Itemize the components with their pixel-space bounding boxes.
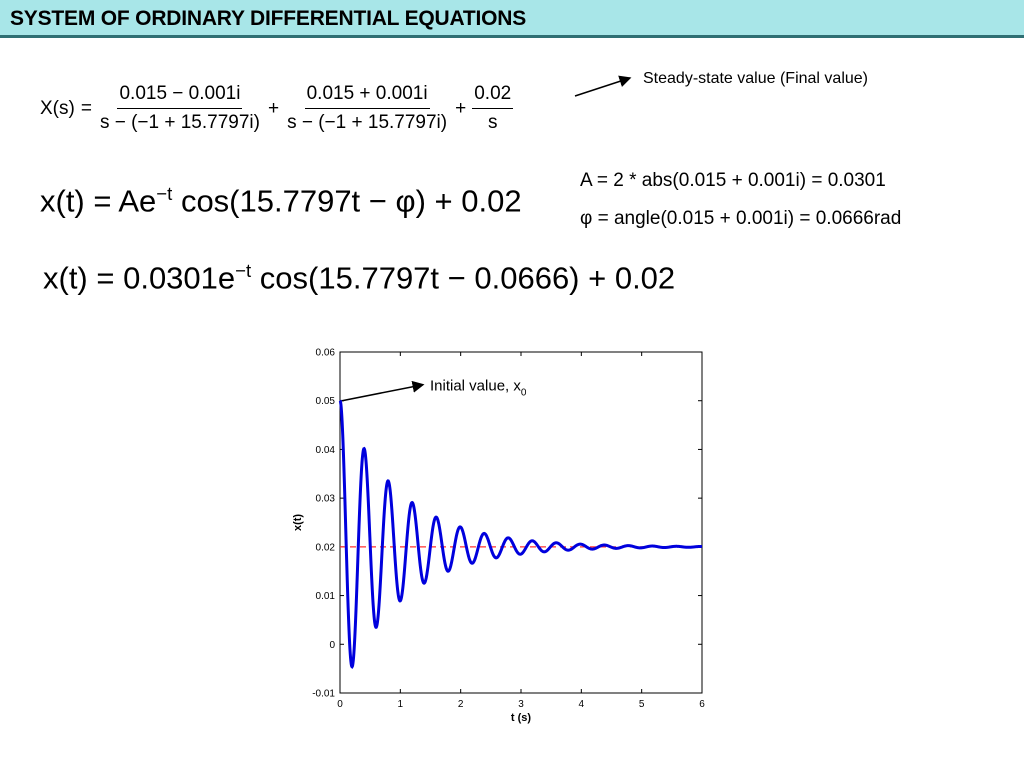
xt-specific-pre: x(t) = 0.0301e (43, 260, 236, 296)
y-tick-label: 0.01 (316, 591, 336, 602)
term3-fraction: 0.02 s (472, 83, 514, 134)
amplitude-equation: A = 2 * abs(0.015 + 0.001i) = 0.0301 (580, 170, 886, 191)
x-tick-label: 0 (337, 699, 343, 710)
xt-specific-equation: x(t) = 0.0301e−t cos(15.7797t − 0.0666) … (43, 260, 675, 296)
xt-specific-exponent: −t (235, 260, 252, 281)
phase-equation: φ = angle(0.015 + 0.001i) = 0.0666rad (580, 208, 902, 229)
term1-denominator: s − (−1 + 15.7797i) (99, 112, 260, 133)
title-bar: SYSTEM OF ORDINARY DIFFERENTIAL EQUATION… (0, 0, 1024, 38)
term2-fraction: 0.015 + 0.001i s − (−1 + 15.7797i) (285, 83, 449, 134)
steady-state-arrow (574, 75, 632, 97)
y-tick-label: 0.04 (316, 445, 336, 456)
term1-numerator: 0.015 − 0.001i (117, 83, 243, 109)
steady-state-note: Steady-state value (Final value) (643, 70, 868, 87)
laplace-equation: X(s) = 0.015 − 0.001i s − (−1 + 15.7797i… (40, 83, 514, 134)
x-tick-label: 2 (458, 699, 464, 710)
x-tick-label: 4 (579, 699, 585, 710)
x-tick-label: 3 (518, 699, 524, 710)
initial-value-subscript: 0 (521, 388, 527, 399)
term3-denominator: s (487, 112, 498, 133)
y-tick-label: 0.05 (316, 396, 336, 407)
xt-general-exponent: −t (156, 183, 173, 204)
y-tick-label: 0 (329, 640, 335, 651)
xt-general-pre: x(t) = Ae (40, 183, 157, 219)
term2-numerator: 0.015 + 0.001i (304, 83, 430, 109)
y-tick-label: -0.01 (312, 689, 335, 700)
response-curve (338, 399, 703, 670)
initial-value-label: Initial value, x0 (430, 378, 527, 399)
y-tick-label: 0.06 (316, 348, 336, 359)
term2-denominator: s − (−1 + 15.7797i) (287, 112, 448, 133)
term3-numerator: 0.02 (472, 83, 514, 109)
y-tick-label: 0.02 (316, 542, 336, 553)
slide-title: SYSTEM OF ORDINARY DIFFERENTIAL EQUATION… (10, 7, 527, 30)
xt-specific-post: cos(15.7797t − 0.0666) + 0.02 (251, 260, 676, 296)
x-tick-label: 1 (398, 699, 404, 710)
y-axis-label: x(t) (292, 514, 304, 531)
initial-value-text: Initial value, x (430, 378, 521, 395)
x-tick-label: 5 (639, 699, 645, 710)
term1-fraction: 0.015 − 0.001i s − (−1 + 15.7797i) (98, 83, 262, 134)
xt-general-post: cos(15.7797t − φ) + 0.02 (172, 183, 522, 219)
x-tick-label: 6 (699, 699, 705, 710)
x-axis-label: t (s) (511, 712, 532, 724)
plot-area (339, 351, 703, 694)
xs-lhs: X(s) (40, 97, 75, 119)
xt-general-equation: x(t) = Ae−t cos(15.7797t − φ) + 0.02 (40, 183, 522, 219)
plus-sign-2: + (455, 97, 467, 119)
equals-sign: = (80, 97, 92, 119)
initial-value-arrow (341, 380, 425, 402)
plus-sign: + (267, 97, 280, 119)
y-tick-label: 0.03 (316, 494, 336, 505)
